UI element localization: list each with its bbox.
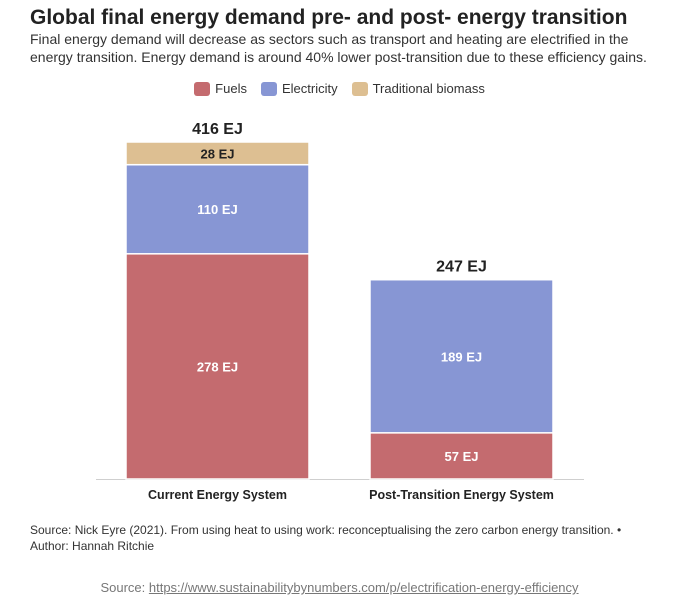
bar-label-current-electricity: 110 EJ [197, 202, 238, 217]
legend-label-fuels: Fuels [215, 81, 247, 96]
legend-item-fuels: Fuels [194, 81, 247, 96]
footer-source-link[interactable]: https://www.sustainabilitybynumbers.com/… [148, 580, 579, 595]
category-label-post-transition: Post-Transition Energy System [369, 488, 554, 502]
bar-post-transition-electricity [369, 278, 554, 434]
bar-post-transition-fuels [369, 432, 554, 480]
footer-source: Source: https://www.sustainabilitybynumb… [0, 580, 679, 595]
chart-title: Global final energy demand pre- and post… [30, 6, 628, 29]
total-label-post-transition: 247 EJ [436, 259, 487, 276]
total-label-current: 416 EJ [192, 121, 243, 138]
bar-label-current-traditional-biomass: 28 EJ [201, 146, 235, 161]
source-note: Source: Nick Eyre (2021). From using hea… [30, 523, 622, 553]
legend-swatch-electricity [260, 81, 277, 96]
legend-swatch-traditional-biomass [351, 81, 368, 96]
category-label-current: Current Energy System [148, 488, 287, 502]
bar-label-current-fuels: 278 EJ [197, 359, 238, 374]
legend-label-electricity: Electricity [281, 81, 338, 96]
legend-label-traditional-biomass: Traditional biomass [372, 81, 485, 96]
bar-current-electricity [125, 163, 310, 255]
legend-swatch-fuels [194, 81, 211, 96]
footer-source-prefix: Source: [100, 580, 149, 595]
chart-subtitle: Final energy demand will decrease as sec… [30, 31, 647, 65]
bar-current-traditional-biomass [125, 141, 310, 166]
bar-current-fuels [125, 253, 310, 480]
chart-plot: 278 EJ 110 EJ 28 EJ 416 EJ Current Energy Sy… [96, 121, 584, 502]
bar-label-post-transition-fuels: 57 EJ [445, 449, 479, 464]
bar-label-post-transition-electricity: 189 EJ [441, 349, 482, 364]
legend-item-traditional-biomass: Traditional biomass [351, 81, 485, 96]
legend: Fuels Electricity Traditional biomass [0, 81, 679, 96]
legend-item-electricity: Electricity [260, 81, 338, 96]
